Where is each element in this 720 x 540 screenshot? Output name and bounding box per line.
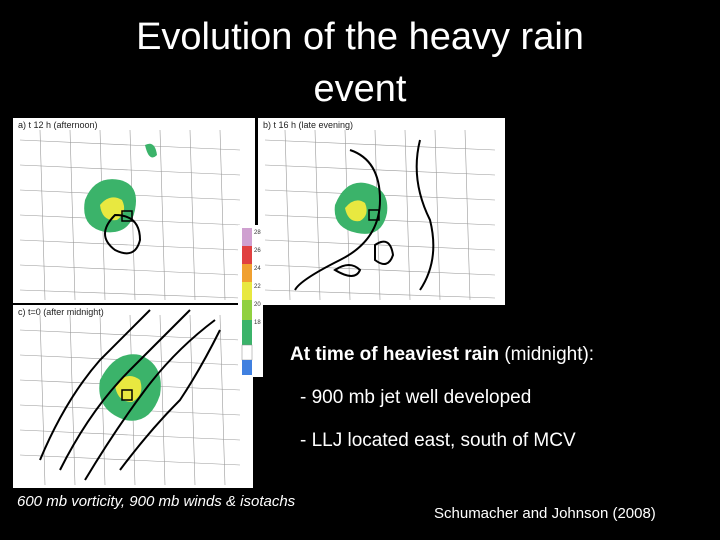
bullet: - 900 mb jet well developed [300, 387, 532, 408]
panel-label: a) t 12 h (afternoon) [18, 120, 98, 130]
colorbar-label: 20 [254, 302, 261, 308]
colorbar-label: 26 [254, 248, 261, 254]
credit: Schumacher and Johnson (2008) [434, 505, 656, 522]
title: Evolution of the heavy rain [136, 16, 584, 58]
heading-bold: At time of heaviest rain [290, 344, 500, 365]
panel-label: b) t 16 h (late evening) [263, 120, 353, 130]
bullet: - LLJ located east, south of MCV [300, 430, 576, 451]
colorbar-label: 24 [254, 266, 261, 272]
caption: 600 mb vorticity, 900 mb winds & isotach… [17, 493, 296, 510]
heading: At time of heaviest rain (midnight): [290, 344, 594, 366]
title: event [313, 68, 407, 110]
panel-label: c) t=0 (after midnight) [18, 307, 104, 317]
heading-rest: (midnight): [499, 344, 595, 365]
colorbar-label: 18 [254, 320, 261, 326]
colorbar-label: 22 [254, 284, 261, 290]
colorbar-label: 28 [254, 230, 261, 236]
